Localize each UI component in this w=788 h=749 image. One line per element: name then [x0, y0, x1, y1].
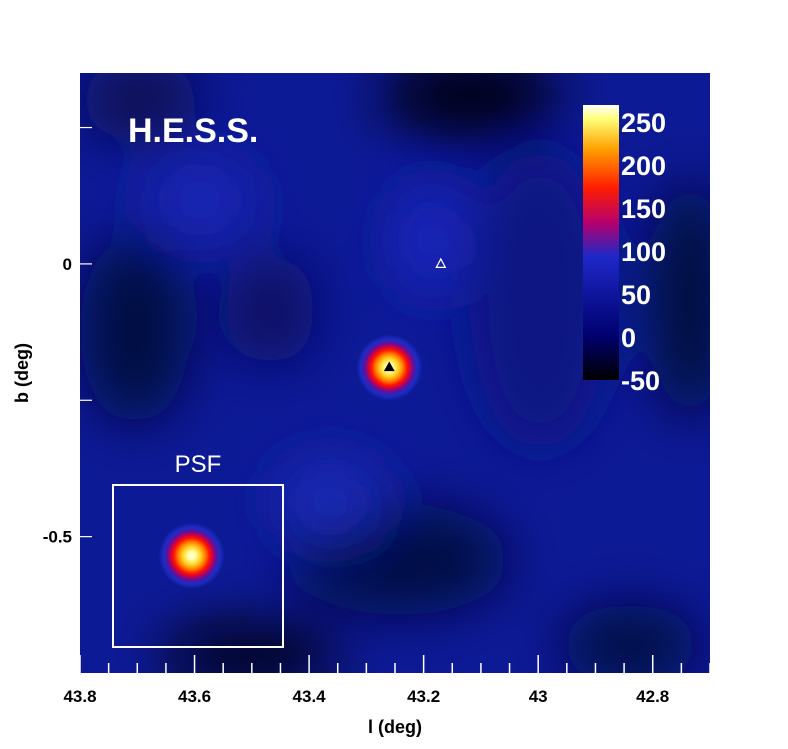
colorbar: 250 200 150 100 50 0 -50	[583, 105, 666, 396]
chart-title: H.E.S.S.	[128, 112, 258, 150]
x-tick-label: 43.6	[178, 687, 211, 706]
x-tick-label: 43.2	[407, 687, 440, 706]
source-marker-filled-triangle	[383, 361, 395, 372]
x-tick-label: 43	[529, 687, 548, 706]
psf-label: PSF	[175, 451, 222, 478]
colorbar-tick-label: 0	[621, 323, 636, 353]
psf-inset-frame	[112, 484, 284, 648]
colorbar-tick-label: -50	[621, 366, 660, 396]
psf-inset: PSF	[112, 451, 284, 648]
psf-blob	[158, 522, 225, 589]
y-tick-label: -0.5	[43, 528, 72, 547]
colorbar-tick-label: 250	[621, 108, 666, 138]
colorbar-tick-label: 100	[621, 237, 666, 267]
colorbar-tick-label: 200	[621, 151, 666, 181]
colorbar-tick-labels: 250 200 150 100 50 0 -50	[621, 108, 666, 396]
heatmap-structure	[80, 73, 710, 673]
y-tick-label: 0	[63, 255, 72, 274]
colorbar-gradient	[583, 105, 619, 380]
colorbar-tick-label: 50	[621, 280, 651, 310]
x-tick-label: 43.4	[293, 687, 327, 706]
psf-blob-layer	[158, 522, 225, 589]
x-axis: 43.8 43.6 43.4 43.2 43 42.8	[63, 655, 711, 706]
source-layer	[356, 334, 423, 401]
colorbar-tick-label: 150	[621, 194, 666, 224]
marker-layer	[435, 257, 447, 269]
marker-open-triangle-0	[435, 257, 447, 269]
y-axis-title: b (deg)	[12, 343, 32, 403]
y-axis: 0 -0.5	[43, 126, 92, 547]
x-tick-label: 42.8	[636, 687, 669, 706]
x-axis-title: l (deg)	[368, 717, 422, 737]
x-tick-label: 43.8	[63, 687, 96, 706]
